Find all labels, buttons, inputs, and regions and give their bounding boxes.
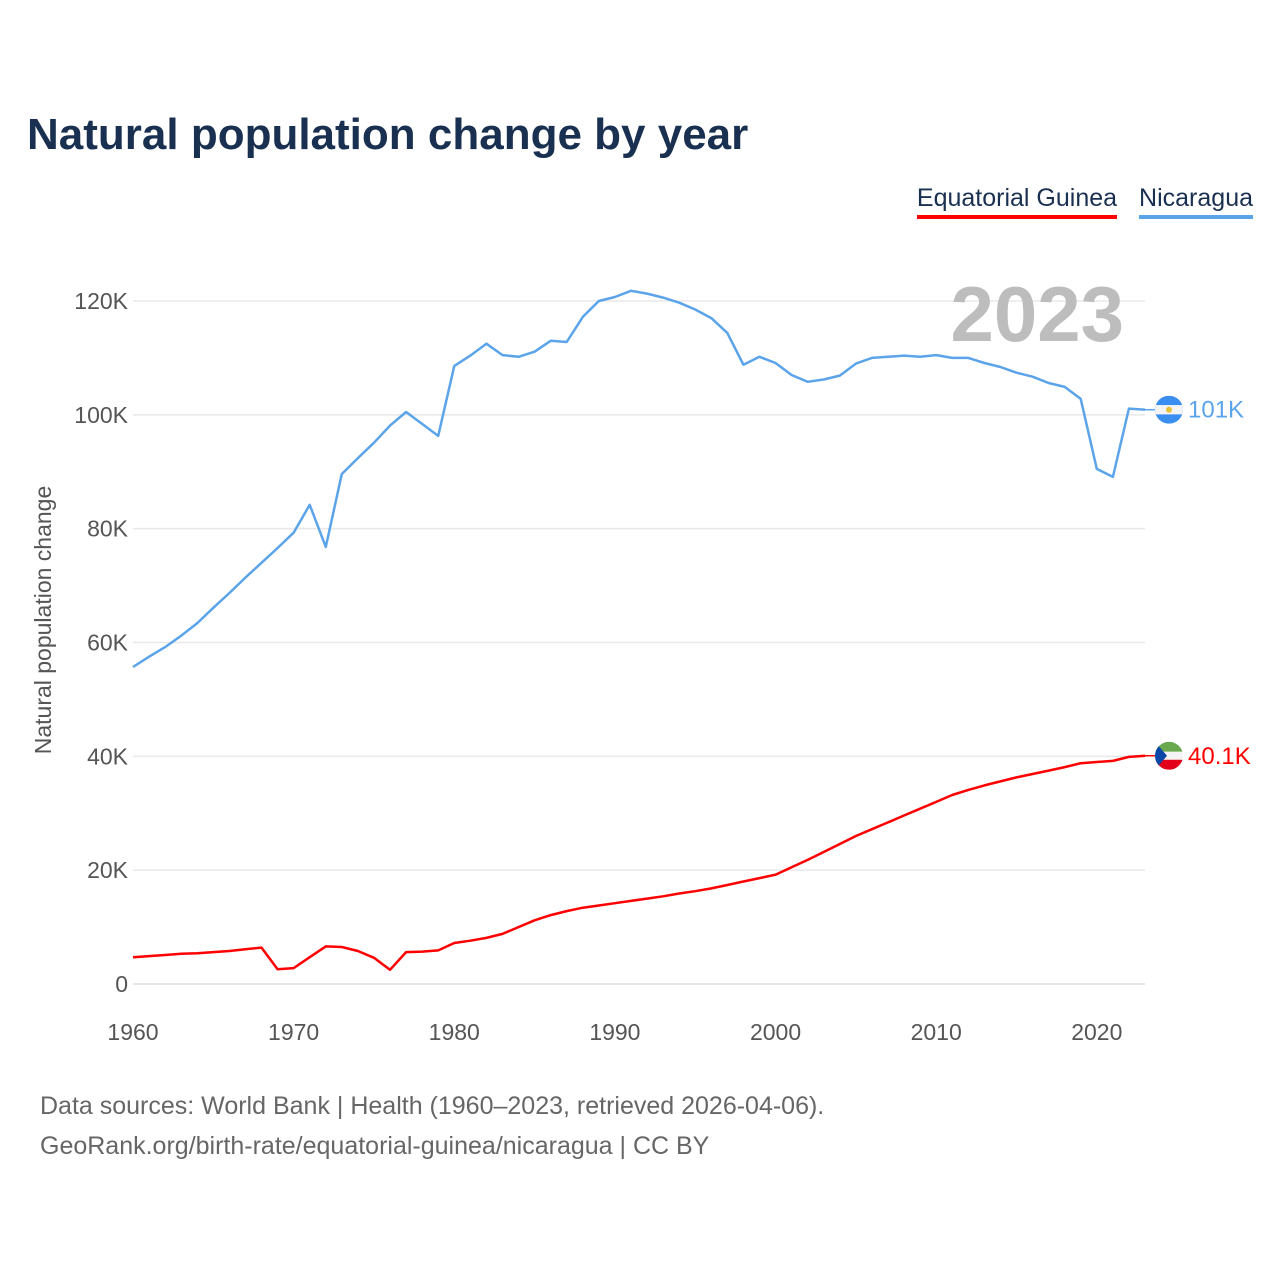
x-tick-label: 1960: [107, 1019, 158, 1045]
x-tick-label: 2010: [911, 1019, 962, 1045]
footer: Data sources: World Bank | Health (1960–…: [40, 1086, 824, 1166]
x-tick-label: 2000: [750, 1019, 801, 1045]
current-year-label: 2023: [950, 270, 1124, 358]
end-value-label: 101K: [1188, 397, 1244, 424]
source-link[interactable]: GeoRank.org/birth-rate/equatorial-guinea…: [40, 1132, 710, 1160]
series-line-nicaragua: [132, 289, 1146, 669]
y-axis-label: Natural population change: [30, 486, 56, 755]
x-tick-label: 1990: [589, 1019, 640, 1045]
end-value-label: 40.1K: [1188, 743, 1251, 770]
y-tick-label: 60K: [87, 630, 129, 656]
legend-item-equatorial-guinea[interactable]: Equatorial Guinea: [916, 184, 1118, 219]
y-tick-label: 20K: [87, 857, 129, 883]
source-text: Data sources: World Bank | Health (1960–…: [40, 1092, 825, 1120]
y-tick-label: 120K: [74, 288, 128, 314]
series-line-equatorial-guinea: [132, 754, 1146, 972]
y-tick-label: 0: [115, 971, 128, 997]
legend-item-nicaragua[interactable]: Nicaragua: [1139, 184, 1253, 219]
chart-title: Natural population change by year: [27, 110, 749, 159]
equatorial-guinea-flag-icon: [1155, 741, 1183, 770]
x-tick-label: 2020: [1071, 1019, 1122, 1045]
x-tick-label: 1970: [268, 1019, 319, 1045]
y-tick-label: 100K: [74, 402, 128, 428]
legend: Equatorial Guinea Nicaragua: [916, 184, 1253, 219]
y-tick-label: 80K: [87, 516, 129, 542]
y-tick-label: 40K: [87, 743, 129, 769]
nicaragua-flag-icon: [1155, 395, 1183, 424]
x-tick-label: 1980: [429, 1019, 480, 1045]
